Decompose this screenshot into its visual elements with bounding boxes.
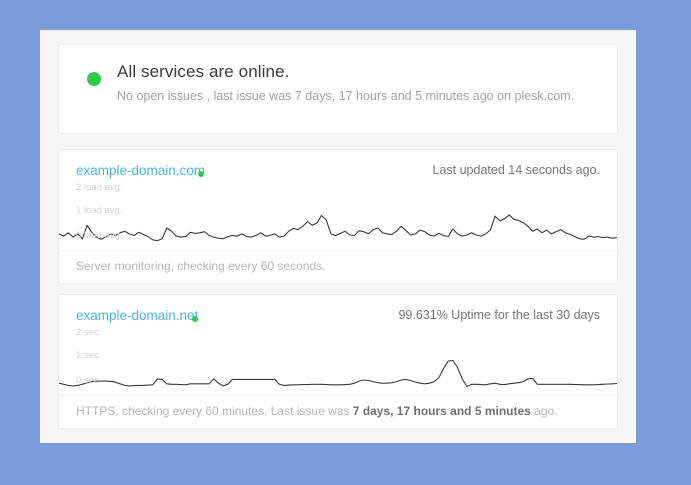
last-updated-label: Last updated 14 seconds ago. — [432, 163, 601, 177]
y-axis-label-0: 0 sec — [76, 375, 99, 386]
monitor-header: example-domain.com Last updated 14 secon… — [59, 150, 617, 186]
status-page: All services are online. No open issues … — [40, 30, 636, 443]
green-status-dot — [87, 72, 101, 86]
green-status-dot — [192, 316, 198, 322]
monitor-footer-text: Server monitoring, checking every 60 sec… — [76, 259, 325, 273]
response-time-chart: 2 sec 1 sec 0 sec — [59, 327, 617, 397]
y-axis-label-2: 2 sec — [76, 327, 99, 338]
footer-prefix: HTTPS, checking every 60 minutes. Last i… — [76, 404, 353, 418]
y-axis-label-0: 0 load avg. — [76, 230, 123, 241]
uptime-label: 99.631% Uptime for the last 30 days — [398, 308, 600, 322]
domain-link[interactable]: example-domain.com — [76, 163, 206, 178]
monitor-footer: Server monitoring, checking every 60 sec… — [59, 250, 617, 283]
footer-suffix: ago. — [530, 404, 558, 418]
monitor-header: example-domain.net 99.631% Uptime for th… — [59, 295, 617, 331]
monitor-card-example-domain-com: example-domain.com Last updated 14 secon… — [58, 149, 618, 284]
y-axis-label-2: 2 load avg. — [76, 182, 123, 193]
monitor-footer-text: HTTPS, checking every 60 minutes. Last i… — [76, 404, 558, 418]
domain-link[interactable]: example-domain.net — [76, 308, 199, 323]
overall-status-headline: All services are online. — [117, 62, 290, 81]
load-average-sparkline — [59, 214, 617, 242]
response-time-sparkline — [59, 359, 617, 388]
monitor-card-example-domain-net: example-domain.net 99.631% Uptime for th… — [58, 294, 618, 429]
footer-prefix: Server monitoring, checking every 60 sec… — [76, 259, 326, 273]
load-average-chart: 2 load avg. 1 load avg. 0 load avg. — [59, 182, 617, 252]
green-status-dot — [198, 171, 204, 177]
monitor-footer: HTTPS, checking every 60 minutes. Last i… — [59, 395, 617, 428]
y-axis-label-1: 1 sec — [76, 350, 99, 361]
overall-status-subline: No open issues , last issue was 7 days, … — [117, 89, 575, 103]
y-axis-label-1: 1 load avg. — [76, 205, 123, 216]
footer-strong: 7 days, 17 hours and 5 minutes — [352, 404, 531, 418]
overall-status-card: All services are online. No open issues … — [58, 44, 618, 134]
